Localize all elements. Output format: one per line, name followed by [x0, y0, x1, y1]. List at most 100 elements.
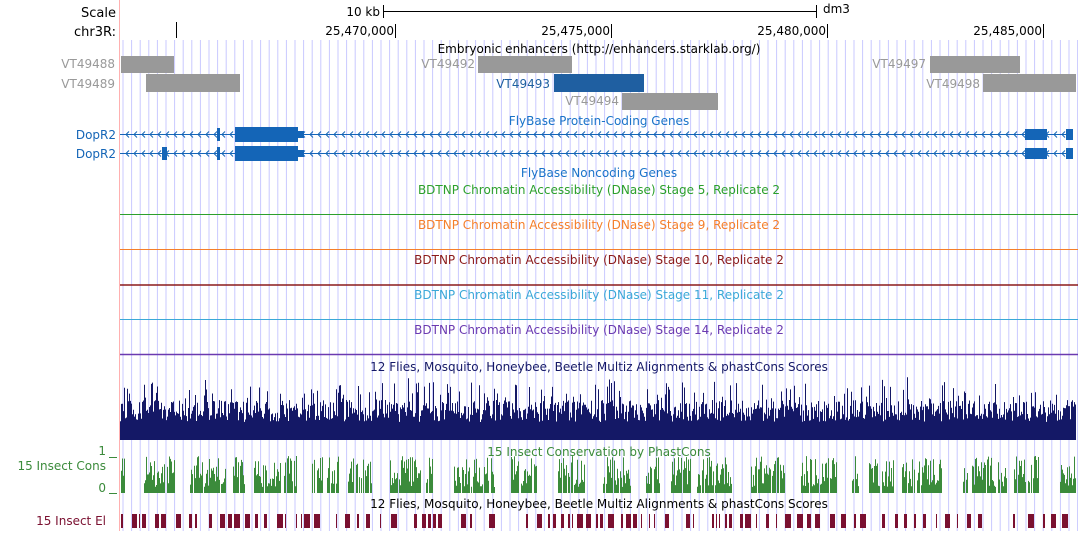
conserved-element — [121, 514, 123, 528]
enhancer-feature[interactable] — [983, 74, 1076, 92]
insect-el-side-label[interactable]: 15 Insect El — [36, 514, 106, 528]
conserved-element — [285, 514, 286, 528]
conserved-element — [345, 514, 350, 528]
conserved-element — [936, 514, 937, 528]
conserved-element — [776, 514, 777, 528]
conserved-element — [577, 514, 583, 528]
enhancer-label[interactable]: VT49497 — [872, 57, 926, 71]
conserved-element — [586, 514, 591, 528]
gene-exon — [217, 147, 220, 160]
enhancer-label[interactable]: VT49489 — [61, 77, 115, 91]
multiz-conservation-wiggle — [120, 377, 1076, 440]
conserved-element — [815, 514, 820, 528]
gene-exon-coding — [235, 146, 298, 161]
conserved-element — [428, 514, 431, 528]
conserved-element — [1051, 514, 1056, 528]
enhancer-label[interactable]: VT49494 — [565, 94, 619, 108]
protein-coding-genes-track[interactable]: FlyBase Protein-Coding Genes DopR2 DopR2 — [76, 114, 1073, 161]
gene-model[interactable]: DopR2 — [76, 146, 1073, 161]
ruler-position-label: 25,470,000 — [325, 24, 394, 38]
enhancer-feature[interactable] — [930, 56, 1020, 73]
conserved-element — [882, 514, 885, 528]
gene-model[interactable]: DopR2 — [76, 127, 1073, 142]
conserved-element — [654, 514, 655, 528]
conserved-element — [649, 514, 650, 528]
enhancer-label-selected[interactable]: VT49493 — [496, 77, 550, 91]
dnase-track-stage9[interactable]: BDTNP Chromatin Accessibility (DNase) St… — [120, 218, 1078, 250]
enhancer-feature[interactable] — [121, 56, 174, 73]
strand-chevrons — [125, 150, 1066, 157]
gene-label[interactable]: DopR2 — [76, 147, 116, 161]
dnase-track-stage11[interactable]: BDTNP Chromatin Accessibility (DNase) St… — [120, 288, 1078, 320]
enhancer-feature-selected[interactable] — [554, 74, 644, 92]
dnase-track-stage14[interactable]: BDTNP Chromatin Accessibility (DNase) St… — [120, 323, 1078, 356]
enhancers-track-title: Embryonic enhancers (http://enhancers.st… — [438, 42, 761, 56]
conserved-element — [740, 514, 743, 528]
conserved-element — [537, 514, 542, 528]
conserved-element — [914, 514, 916, 528]
noncoding-track-title: FlyBase Noncoding Genes — [521, 166, 677, 180]
enhancer-feature[interactable] — [146, 74, 240, 92]
gene-exon — [1066, 148, 1073, 159]
conserved-element — [568, 514, 570, 528]
conserved-element — [633, 514, 637, 528]
conserved-element — [139, 514, 140, 528]
enhancer-label[interactable]: VT49498 — [926, 77, 980, 91]
conserved-element — [686, 514, 690, 528]
insect-el-track[interactable]: 12 Flies, Mosquito, Honeybee, Beetle Mul… — [36, 497, 1068, 528]
multiz-track[interactable]: 12 Flies, Mosquito, Honeybee, Beetle Mul… — [120, 360, 1076, 440]
conserved-element — [489, 514, 495, 528]
conserved-element — [380, 514, 381, 528]
conserved-element — [301, 514, 302, 528]
chrom-label: chr3R: — [74, 25, 116, 40]
conserved-element — [830, 514, 835, 528]
gene-utr — [298, 150, 304, 157]
dnase-track-title: BDTNP Chromatin Accessibility (DNase) St… — [414, 323, 784, 337]
gene-label[interactable]: DopR2 — [76, 128, 116, 142]
assembly-label: dm3 — [823, 2, 850, 16]
gene-utr — [298, 131, 304, 138]
protein-coding-track-title: FlyBase Protein-Coding Genes — [509, 114, 689, 128]
enhancer-feature[interactable] — [622, 93, 718, 110]
enhancer-label[interactable]: VT49492 — [421, 57, 475, 71]
conserved-element — [433, 514, 436, 528]
insect-cons-track[interactable]: 15 Insect Conservation by PhastCons 15 I… — [17, 444, 1076, 495]
conserved-element — [641, 514, 642, 528]
insect-el-track-title: 12 Flies, Mosquito, Honeybee, Beetle Mul… — [370, 497, 828, 511]
conserved-element — [716, 514, 717, 528]
conserved-element — [785, 514, 791, 528]
conserved-element — [626, 514, 631, 528]
conserved-element — [277, 514, 283, 528]
conserved-element — [596, 514, 598, 528]
conserved-element — [189, 514, 192, 528]
enhancer-feature[interactable] — [478, 56, 572, 73]
conserved-element — [366, 514, 370, 528]
ruler-track[interactable]: Scale chr3R: 10 kb dm3 25,470,000 25,475… — [74, 2, 1044, 40]
conserved-element — [195, 514, 197, 528]
conserved-element — [923, 514, 926, 528]
insect-cons-ymin-label: 0 — [98, 481, 106, 495]
conserved-element — [1028, 514, 1034, 528]
conserved-element — [470, 514, 472, 528]
insect-cons-side-label[interactable]: 15 Insect Cons — [17, 459, 106, 473]
phastcons-wiggle — [121, 456, 1076, 493]
conserved-element — [228, 514, 232, 528]
conserved-element — [600, 514, 603, 528]
enhancer-label[interactable]: VT49488 — [61, 57, 115, 71]
conserved-element — [945, 514, 950, 528]
dnase-track-stage10[interactable]: BDTNP Chromatin Accessibility (DNase) St… — [120, 253, 1078, 286]
noncoding-genes-track[interactable]: FlyBase Noncoding Genes — [521, 166, 677, 180]
strand-chevrons — [125, 131, 1066, 138]
dnase-track-title: BDTNP Chromatin Accessibility (DNase) St… — [414, 253, 784, 267]
conserved-element — [895, 514, 898, 528]
dnase-track-stage5[interactable]: BDTNP Chromatin Accessibility (DNase) St… — [120, 183, 1078, 215]
conserved-element — [967, 514, 971, 528]
conserved-element — [296, 514, 297, 528]
conserved-element — [572, 514, 573, 528]
conserved-element — [461, 514, 466, 528]
enhancers-track[interactable]: Embryonic enhancers (http://enhancers.st… — [61, 42, 1076, 110]
conserved-element — [336, 514, 337, 528]
gene-exon — [1025, 129, 1047, 140]
